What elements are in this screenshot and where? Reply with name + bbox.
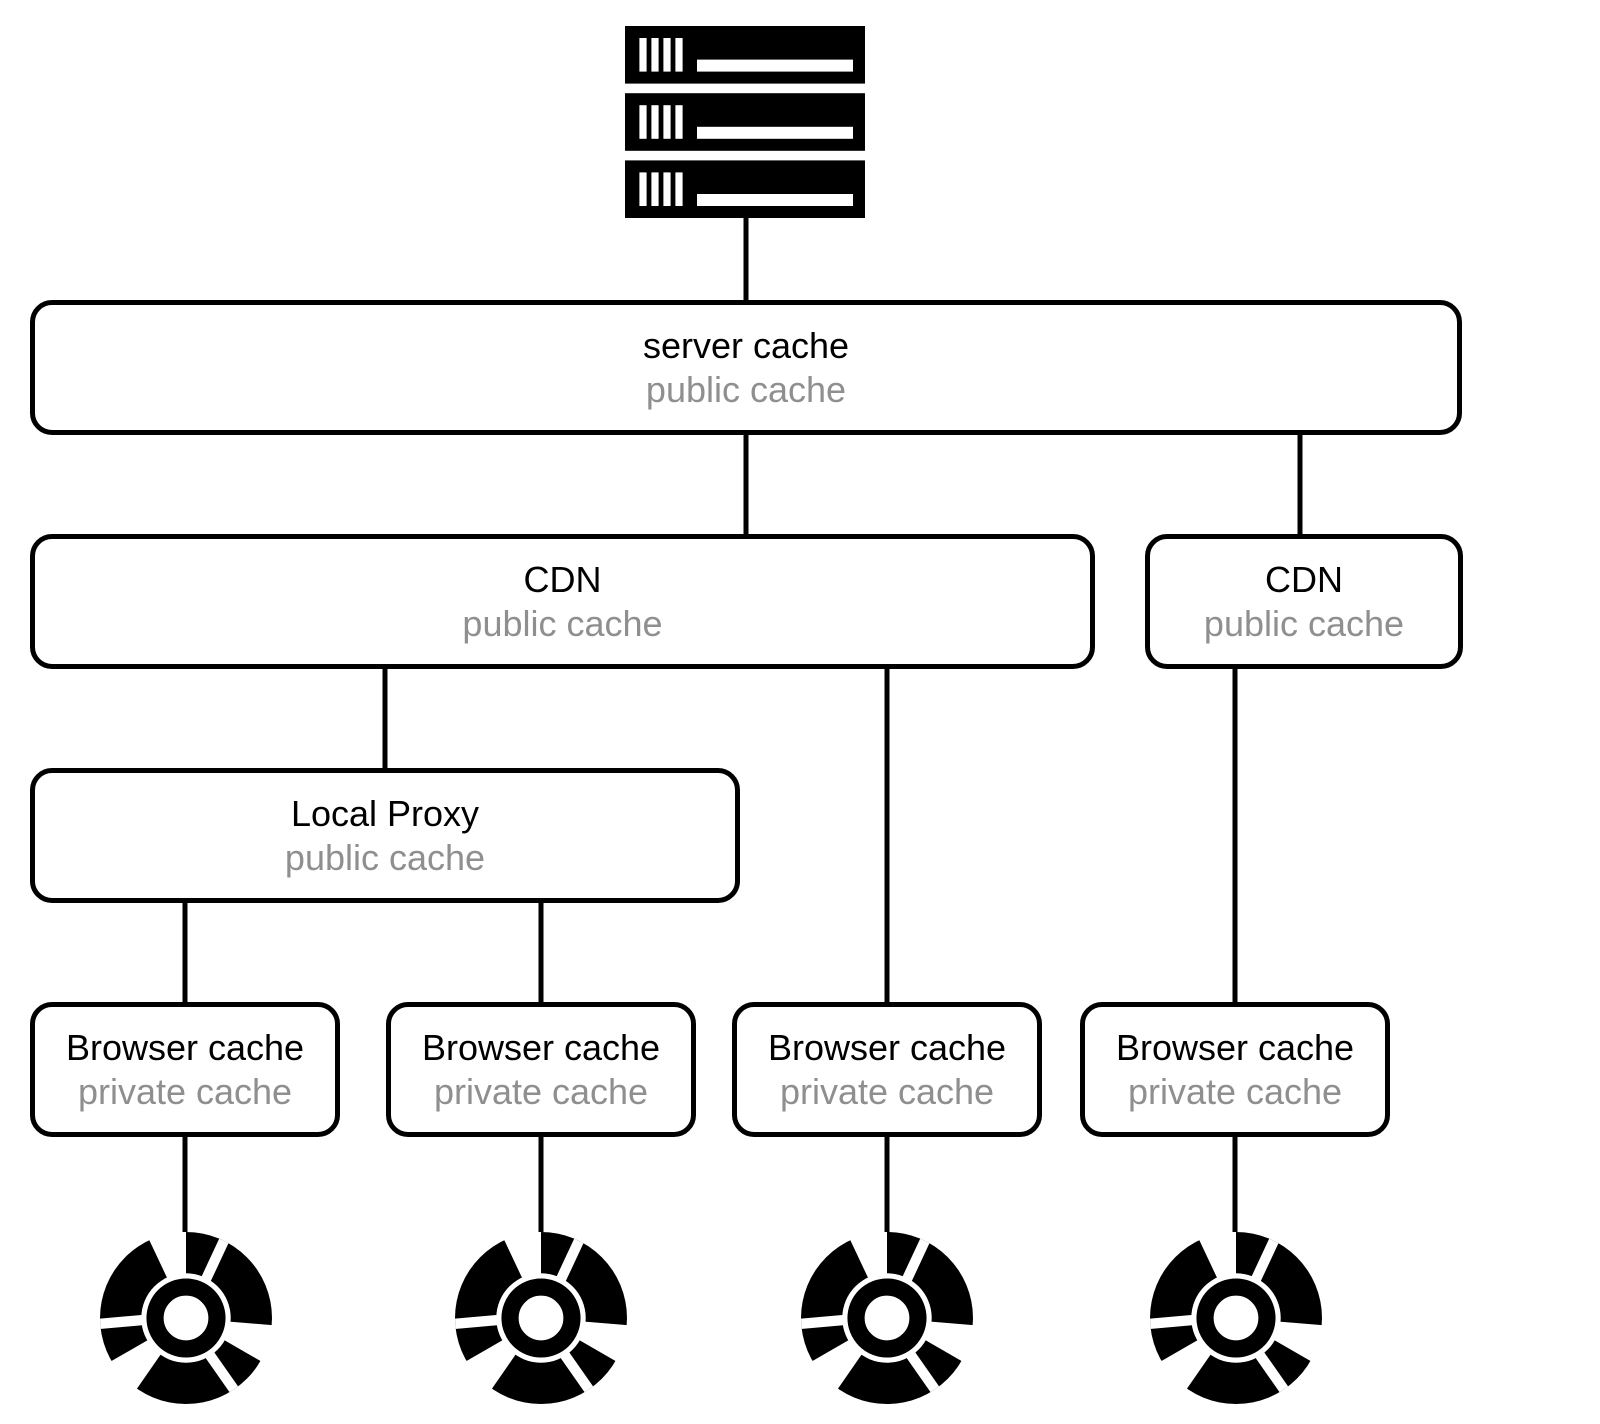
node-subtitle: public cache <box>462 602 662 645</box>
node-cdn-right: CDN public cache <box>1145 534 1463 669</box>
node-title: server cache <box>643 324 849 367</box>
node-subtitle: public cache <box>646 368 846 411</box>
chrome-icon <box>100 1232 272 1404</box>
node-title: CDN <box>1265 558 1343 601</box>
node-subtitle: private cache <box>434 1070 648 1113</box>
node-browser-cache-1: Browser cache private cache <box>30 1002 340 1137</box>
node-local-proxy: Local Proxy public cache <box>30 768 740 903</box>
node-title: Browser cache <box>422 1026 660 1069</box>
node-server-cache: server cache public cache <box>30 300 1462 435</box>
node-title: Browser cache <box>1116 1026 1354 1069</box>
node-title: Browser cache <box>66 1026 304 1069</box>
node-title: Local Proxy <box>291 792 479 835</box>
node-subtitle: private cache <box>1128 1070 1342 1113</box>
node-subtitle: private cache <box>78 1070 292 1113</box>
node-title: CDN <box>524 558 602 601</box>
node-browser-cache-3: Browser cache private cache <box>732 1002 1042 1137</box>
node-subtitle: private cache <box>780 1070 994 1113</box>
chrome-icon <box>455 1232 627 1404</box>
chrome-icon <box>801 1232 973 1404</box>
node-subtitle: public cache <box>1204 602 1404 645</box>
node-subtitle: public cache <box>285 836 485 879</box>
node-cdn-left: CDN public cache <box>30 534 1095 669</box>
node-title: Browser cache <box>768 1026 1006 1069</box>
node-browser-cache-4: Browser cache private cache <box>1080 1002 1390 1137</box>
node-browser-cache-2: Browser cache private cache <box>386 1002 696 1137</box>
chrome-icon <box>1150 1232 1322 1404</box>
server-icon <box>625 26 865 218</box>
diagram-canvas: server cache public cache CDN public cac… <box>0 0 1600 1424</box>
